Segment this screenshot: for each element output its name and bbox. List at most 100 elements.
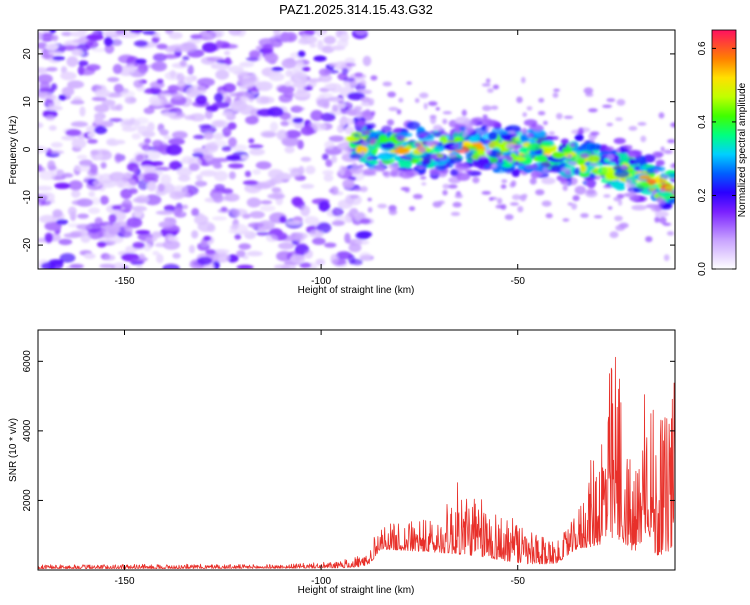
heatmap-cell (491, 127, 505, 133)
heatmap-cell (663, 149, 673, 154)
heatmap-cell (101, 99, 116, 107)
heatmap-cell (332, 98, 345, 104)
heatmap-cell (161, 112, 178, 117)
heatmap-cell (609, 231, 619, 239)
heatmap-cell (637, 122, 647, 126)
heatmap-cell (382, 171, 389, 176)
heatmap-cell (578, 127, 584, 134)
heatmap-cell (60, 71, 77, 81)
heatmap-cell (472, 176, 480, 184)
heatmap-cell (248, 138, 255, 144)
heatmap-cell (616, 147, 621, 154)
heatmap-cell (421, 182, 427, 186)
heatmap-cell (594, 175, 601, 180)
heatmap-cell (71, 189, 81, 198)
heatmap-cell (655, 159, 665, 166)
heatmap-cell (337, 38, 349, 48)
heatmap-cell (300, 125, 315, 136)
heatmap-cell (452, 201, 462, 208)
heatmap-cell (633, 195, 640, 201)
heatmap-cell (124, 96, 137, 104)
heatmap-cell (552, 92, 559, 98)
heatmap-cell (369, 138, 377, 145)
heatmap-cell (635, 181, 650, 190)
heatmap-cell (425, 141, 435, 147)
heatmap-cell (186, 76, 193, 84)
heatmap-cell (169, 44, 187, 52)
heatmap-cell (132, 166, 140, 176)
heatmap-cell (104, 36, 113, 47)
heatmap-cell (616, 99, 626, 106)
heatmap-cell (109, 171, 126, 182)
heatmap-cell (526, 132, 534, 139)
heatmap-cell (412, 193, 423, 200)
heatmap-cell (455, 128, 462, 134)
heatmap-cell (390, 168, 399, 176)
heatmap-cell (521, 127, 528, 135)
heatmap-cell (45, 105, 63, 111)
heatmap-cell (182, 56, 190, 61)
heatmap-cell (580, 213, 589, 218)
heatmap-cell (296, 59, 304, 68)
heatmap-cell (94, 104, 110, 113)
colorbar-ticks: 0.0 0.2 0.4 0.6 (697, 41, 736, 276)
heatmap-cell (323, 174, 334, 182)
heatmap-cell (396, 109, 402, 115)
heatmap-cell (123, 172, 133, 180)
snr-panel: -150 -100 -50 2000 4000 6000 Height of strai… (8, 329, 676, 596)
heatmap-cell (153, 145, 168, 153)
heatmap-cell (195, 180, 206, 188)
heatmap-cell (229, 92, 244, 97)
x-tick-label: -50 (510, 576, 525, 587)
heatmap-cell (325, 159, 333, 168)
heatmap-cell (388, 106, 399, 112)
heatmap-cell (38, 31, 43, 41)
heatmap-cell (197, 77, 215, 87)
heatmap-cell (670, 122, 675, 128)
heatmap-cell (579, 164, 587, 173)
heatmap-cell (298, 165, 305, 176)
heatmap-y-label: Frequency (Hz) (8, 116, 19, 185)
heatmap-cell (448, 184, 458, 189)
heatmap-cell (659, 216, 667, 224)
heatmap-cell (59, 253, 76, 263)
heatmap-cell (171, 131, 188, 139)
heatmap-cell (387, 91, 396, 98)
heatmap-cell (659, 188, 666, 193)
heatmap-cell (497, 197, 503, 205)
heatmap-cell (603, 185, 613, 189)
heatmap-cell (45, 115, 56, 121)
heatmap-cell (40, 200, 52, 206)
heatmap-cell (478, 155, 487, 159)
chart-title: PAZ1.2025.314.15.43.G32 (279, 2, 433, 17)
heatmap-cell (78, 60, 89, 67)
heatmap-cell (356, 110, 363, 119)
heatmap-cell (613, 137, 626, 145)
heatmap-cell (472, 118, 480, 125)
heatmap-cell (574, 185, 586, 195)
heatmap-cell (668, 197, 675, 204)
heatmap-cell (496, 156, 507, 160)
heatmap-cell (50, 83, 58, 91)
heatmap-cell (91, 96, 107, 102)
heatmap-cell (336, 103, 346, 109)
heatmap-cell (130, 260, 144, 265)
heatmap-cell (442, 111, 452, 115)
heatmap-cell (203, 132, 214, 140)
heatmap-cell (628, 125, 638, 131)
heatmap-cell (289, 254, 306, 264)
heatmap-cell (456, 166, 466, 172)
heatmap-cell (203, 152, 214, 162)
heatmap-cell (377, 203, 388, 209)
heatmap-cell (323, 35, 336, 45)
heatmap-cell (477, 157, 491, 166)
heatmap-cell (657, 166, 666, 172)
heatmap-cell (307, 80, 317, 88)
heatmap-cell (344, 57, 356, 64)
heatmap-cell (133, 40, 148, 47)
heatmap-cell (128, 188, 138, 195)
heatmap-cell (483, 164, 490, 169)
heatmap-cell (211, 119, 229, 128)
heatmap-cell (191, 230, 199, 239)
heatmap-cell (454, 193, 463, 199)
